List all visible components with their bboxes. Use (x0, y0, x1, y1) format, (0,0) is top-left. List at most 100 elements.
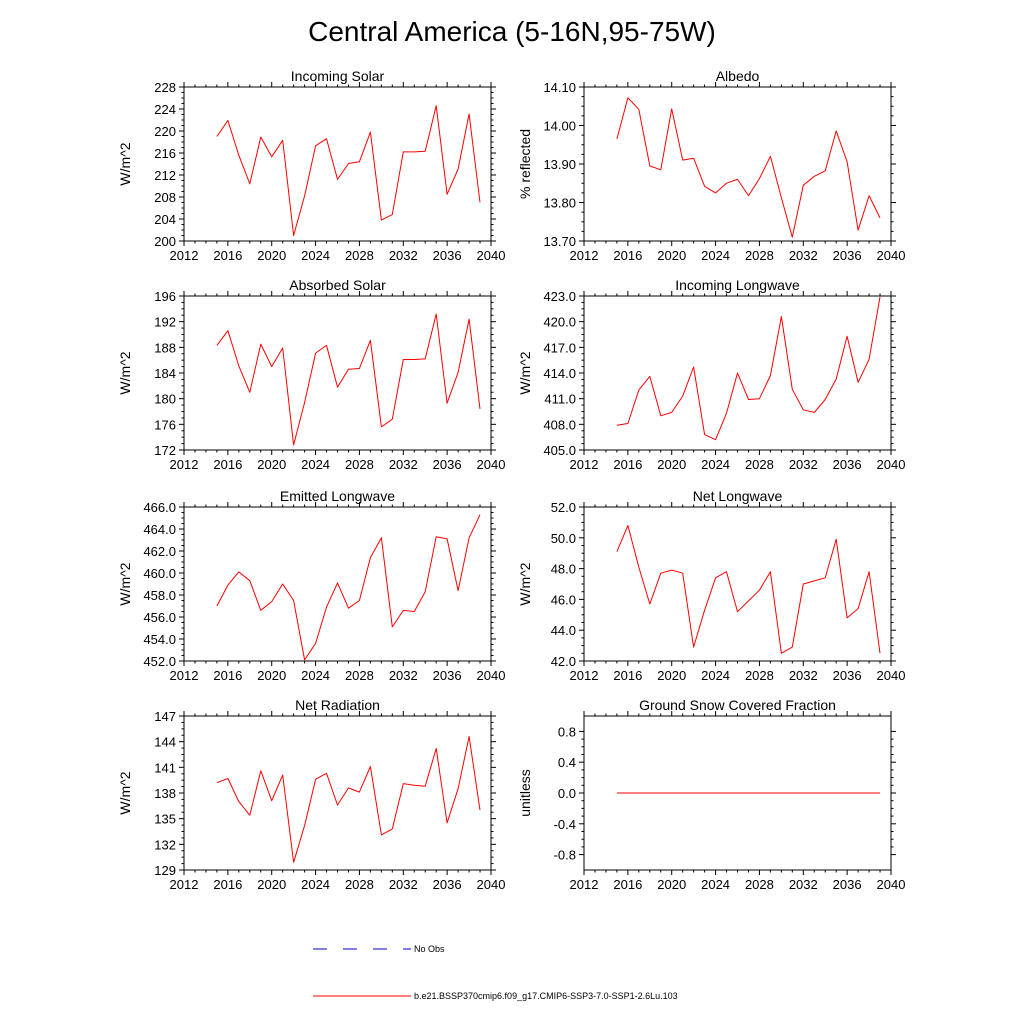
panels: Incoming Solar W/m^2 2012 2016 2020 2024 2028 2… (117, 68, 905, 892)
x-tick-label: 2036 (833, 668, 862, 683)
y-tick-label: 420.0 (543, 315, 576, 330)
y-tick-label: 0.0 (558, 786, 576, 801)
series-line-emitted-longwave (216, 514, 481, 661)
y-tick-label: 405.0 (543, 443, 576, 458)
panel-net-radiation: Net Radiation W/m^2 2012 2016 2020 2024 2028 20… (117, 697, 505, 892)
y-tick-label: 216 (154, 146, 176, 161)
y-tick-label: 180 (154, 392, 176, 407)
x-tick-label: 2024 (301, 457, 330, 472)
y-tick-label: 212 (154, 168, 176, 183)
y-tick-label: 42.0 (551, 654, 576, 669)
x-tick-label: 2040 (877, 248, 906, 263)
y-tick-label: 456.0 (143, 610, 176, 625)
y-tick-label: 147 (154, 709, 176, 724)
x-tick-label: 2036 (433, 668, 462, 683)
x-tick-label: 2012 (170, 248, 199, 263)
series-line-net-longwave (616, 525, 881, 654)
panel-incoming-longwave: Incoming Longwave W/m^2 2012 2016 2020 2024 20… (517, 277, 905, 472)
y-tick-label: 224 (154, 102, 176, 117)
y-tick-label: -0.4 (554, 817, 576, 832)
x-tick-label: 2028 (345, 248, 374, 263)
y-axis-label: W/m^2 (517, 562, 533, 605)
x-tick-label: 2040 (877, 457, 906, 472)
x-tick-label: 2036 (833, 877, 862, 892)
x-tick-label: 2032 (789, 248, 818, 263)
panel-emitted-longwave: Emitted Longwave W/m^2 2012 2016 2020 2024 202… (117, 488, 505, 683)
y-tick-label: 135 (154, 812, 176, 827)
series-line-incoming-longwave (616, 296, 881, 441)
y-tick-label: 462.0 (143, 544, 176, 559)
x-tick-label: 2020 (657, 248, 686, 263)
panel-title: Absorbed Solar (289, 277, 386, 293)
plot-frame (583, 86, 892, 242)
y-tick-label: 13.80 (543, 196, 576, 211)
x-tick-label: 2020 (257, 668, 286, 683)
y-tick-label: 129 (154, 863, 176, 878)
x-tick-label: 2028 (345, 668, 374, 683)
y-tick-label: 0.4 (558, 755, 576, 770)
panel-ground-snow-covered-fraction: Ground Snow Covered Fraction unitless 2012… (517, 697, 905, 892)
y-tick-label: 452.0 (143, 654, 176, 669)
figure-title: Central America (5-16N,95-75W) (308, 16, 716, 47)
y-tick-label: 52.0 (551, 500, 576, 515)
series-line-incoming-solar (216, 105, 481, 236)
y-tick-label: 13.90 (543, 157, 576, 172)
x-tick-label: 2040 (477, 457, 506, 472)
panel-title: Ground Snow Covered Fraction (639, 697, 836, 713)
y-tick-label: 184 (154, 366, 176, 381)
legend: No Obs b.e21.BSSP370cmip6.f09_g17.CMIP6-… (313, 944, 678, 1001)
y-tick-label: 46.0 (551, 592, 576, 607)
x-tick-label: 2024 (701, 248, 730, 263)
series-line-absorbed-solar (216, 313, 481, 446)
panel-title: Incoming Solar (291, 68, 385, 84)
y-tick-label: 132 (154, 837, 176, 852)
x-tick-label: 2016 (613, 877, 642, 892)
y-tick-label: 464.0 (143, 522, 176, 537)
x-tick-label: 2032 (389, 457, 418, 472)
panel-title: Net Longwave (693, 488, 783, 504)
x-tick-label: 2028 (745, 668, 774, 683)
x-tick-label: 2012 (170, 457, 199, 472)
x-tick-label: 2036 (433, 457, 462, 472)
y-tick-label: 138 (154, 786, 176, 801)
y-tick-label: 14.00 (543, 119, 576, 134)
y-tick-label: 458.0 (143, 588, 176, 603)
y-tick-label: 48.0 (551, 562, 576, 577)
x-tick-label: 2020 (257, 877, 286, 892)
panel-absorbed-solar: Absorbed Solar W/m^2 2012 2016 2020 2024 2028 2… (117, 277, 505, 472)
y-tick-label: 192 (154, 315, 176, 330)
y-tick-label: 423.0 (543, 289, 576, 304)
series-line-albedo (616, 97, 881, 238)
y-axis-label: % reflected (517, 129, 533, 199)
legend-label-no-obs: No Obs (414, 944, 445, 954)
x-tick-label: 2024 (701, 668, 730, 683)
y-tick-label: 460.0 (143, 566, 176, 581)
legend-label-model: b.e21.BSSP370cmip6.f09_g17.CMIP6-SSP3-7.… (414, 991, 678, 1001)
y-tick-label: 44.0 (551, 623, 576, 638)
plot-frame (183, 295, 492, 451)
y-tick-label: 50.0 (551, 531, 576, 546)
x-tick-label: 2040 (877, 877, 906, 892)
x-tick-label: 2012 (570, 457, 599, 472)
x-tick-label: 2036 (433, 877, 462, 892)
y-tick-label: 466.0 (143, 500, 176, 515)
y-tick-label: 144 (154, 735, 176, 750)
x-tick-label: 2016 (613, 668, 642, 683)
panel-incoming-solar: Incoming Solar W/m^2 2012 2016 2020 2024 2028 2… (117, 68, 505, 263)
plot-frame (583, 506, 892, 662)
x-tick-label: 2012 (570, 877, 599, 892)
x-tick-label: 2028 (745, 877, 774, 892)
panel-title: Emitted Longwave (280, 488, 395, 504)
y-axis-label: W/m^2 (117, 142, 133, 185)
y-tick-label: 417.0 (543, 340, 576, 355)
x-tick-label: 2020 (657, 457, 686, 472)
x-tick-label: 2040 (477, 877, 506, 892)
x-tick-label: 2032 (789, 668, 818, 683)
x-tick-label: 2040 (477, 668, 506, 683)
y-tick-label: 13.70 (543, 234, 576, 249)
x-tick-label: 2016 (613, 248, 642, 263)
y-tick-label: 176 (154, 417, 176, 432)
x-tick-label: 2016 (213, 668, 242, 683)
y-tick-label: -0.8 (554, 848, 576, 863)
x-tick-label: 2016 (613, 457, 642, 472)
